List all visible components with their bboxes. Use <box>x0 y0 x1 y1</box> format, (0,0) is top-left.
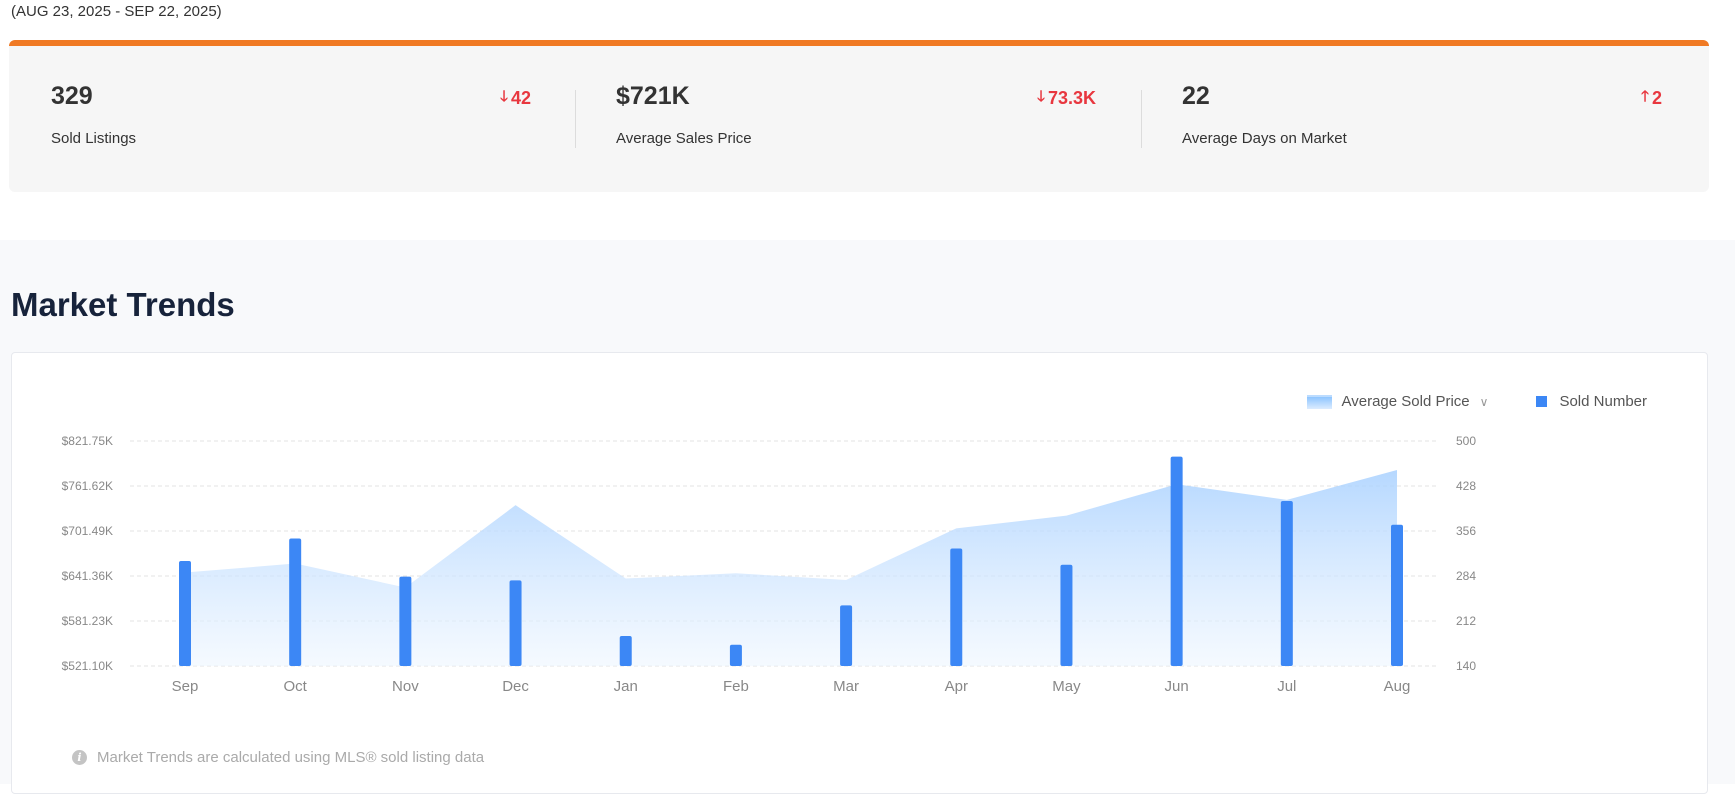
average-sold-price-area <box>185 470 1397 666</box>
date-range: (AUG 23, 2025 - SEP 22, 2025) <box>11 3 222 20</box>
stat-change: 🡑 2 <box>1641 86 1662 111</box>
info-icon[interactable]: i <box>72 750 87 765</box>
sold-number-bar <box>510 580 522 666</box>
arrow-down-icon: 🡓 <box>1037 86 1045 111</box>
left-axis-tick-label: $761.62K <box>62 479 113 493</box>
footnote-text: Market Trends are calculated using MLS® … <box>97 749 484 766</box>
right-axis-tick-label: 140 <box>1456 659 1476 673</box>
sold-number-bar <box>1060 565 1072 666</box>
sold-number-bar <box>620 636 632 666</box>
sold-number-bar <box>1281 501 1293 666</box>
x-axis-tick-label: Apr <box>945 678 968 695</box>
right-axis-tick-label: 212 <box>1456 614 1476 628</box>
stat-average-sales-price: $721K Average Sales Price 🡓 73.3K <box>616 80 1096 160</box>
left-axis-tick-label: $701.49K <box>62 524 113 538</box>
right-axis-tick-label: 284 <box>1456 569 1476 583</box>
stat-value: 329 <box>51 82 93 111</box>
arrow-down-icon: 🡓 <box>500 86 508 111</box>
left-axis-tick-label: $521.10K <box>62 659 113 673</box>
stat-change-value: 73.3K <box>1048 88 1096 109</box>
sold-number-bar <box>950 549 962 667</box>
x-axis-tick-label: Mar <box>833 678 859 695</box>
x-axis-tick-label: May <box>1052 678 1081 695</box>
stat-label: Sold Listings <box>51 130 136 147</box>
right-axis-tick-label: 428 <box>1456 479 1476 493</box>
arrow-up-icon: 🡑 <box>1641 86 1649 111</box>
stat-change: 🡓 42 <box>500 86 531 111</box>
market-trends-chart-card: Average Sold Price ∨ Sold Number $821.75… <box>11 352 1708 794</box>
stat-label: Average Days on Market <box>1182 130 1347 147</box>
stat-change-value: 2 <box>1652 88 1662 109</box>
chart-footnote: i Market Trends are calculated using MLS… <box>72 749 484 766</box>
x-axis-tick-label: Jan <box>614 678 638 695</box>
left-axis-tick-label: $581.23K <box>62 614 113 628</box>
x-axis-tick-label: Dec <box>502 678 529 695</box>
right-axis-tick-label: 500 <box>1456 434 1476 448</box>
x-axis-tick-label: Oct <box>284 678 308 695</box>
divider <box>1141 90 1142 148</box>
stat-change-value: 42 <box>511 88 531 109</box>
left-axis-tick-label: $821.75K <box>62 434 113 448</box>
x-axis-tick-label: Aug <box>1384 678 1411 695</box>
stat-sold-listings: 329 Sold Listings 🡓 42 <box>51 80 531 160</box>
section-title: Market Trends <box>11 286 235 324</box>
x-axis-tick-label: Jul <box>1277 678 1296 695</box>
right-axis-tick-label: 356 <box>1456 524 1476 538</box>
sold-number-bar <box>289 539 301 667</box>
stat-average-days-on-market: 22 Average Days on Market 🡑 2 <box>1182 80 1662 160</box>
stat-value: $721K <box>616 82 690 111</box>
x-axis-tick-label: Sep <box>172 678 199 695</box>
sold-number-bar <box>840 605 852 666</box>
accent-bar <box>9 40 1709 46</box>
stat-change: 🡓 73.3K <box>1037 86 1096 111</box>
sold-number-bar <box>1391 525 1403 666</box>
sold-number-bar <box>730 645 742 666</box>
x-axis-tick-label: Feb <box>723 678 749 695</box>
sold-number-bar <box>1171 457 1183 666</box>
market-trends-chart: $821.75K 500 $761.62K 428 $701.49K 356 $641.36… <box>12 353 1707 793</box>
sold-number-bar <box>179 561 191 666</box>
sold-number-bar <box>399 577 411 666</box>
x-axis-tick-label: Nov <box>392 678 419 695</box>
left-axis-tick-label: $641.36K <box>62 569 113 583</box>
stat-label: Average Sales Price <box>616 130 752 147</box>
divider <box>575 90 576 148</box>
x-axis-tick-label: Jun <box>1165 678 1189 695</box>
stat-value: 22 <box>1182 82 1210 111</box>
summary-card: 329 Sold Listings 🡓 42 $721K Average Sal… <box>9 40 1709 192</box>
market-trends-section: Market Trends Average Sold Price ∨ Sold … <box>0 240 1735 784</box>
